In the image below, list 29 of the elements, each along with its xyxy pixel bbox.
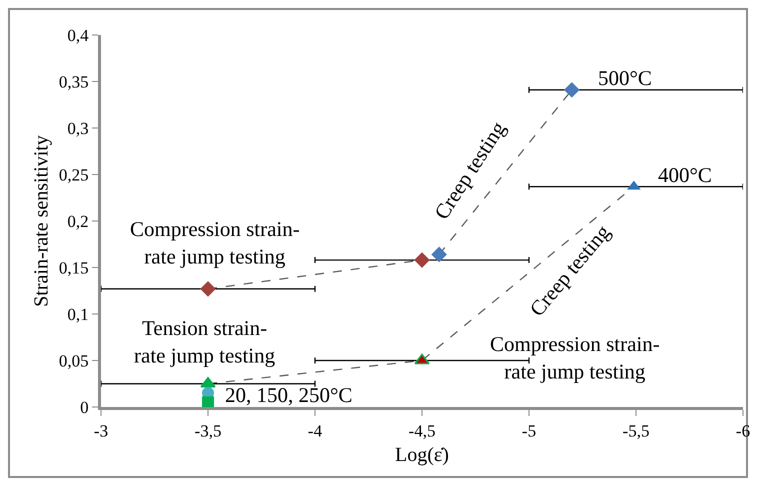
y-tick-label: 0,25 (58, 165, 89, 184)
x-tick-label: -6 (736, 421, 750, 440)
point (200, 281, 216, 297)
annotation: Tension strain- rate jump testing (134, 316, 276, 368)
annotation: 500°C (598, 66, 652, 90)
y-tick-label: 0,1 (67, 304, 89, 324)
y-tick-label: 0,3 (67, 118, 89, 138)
y-tick-label: 0,4 (67, 26, 90, 45)
point (431, 246, 447, 262)
y-tick-label: 0,15 (58, 258, 89, 278)
annotation: 400°C (658, 163, 712, 187)
y-axis-title: Strain-rate sensitivity (30, 135, 52, 307)
point (202, 396, 214, 407)
y-tick-label: 0,05 (58, 351, 89, 370)
point (564, 82, 580, 98)
point (414, 252, 430, 268)
x-axis-title: Log(ε̇) (395, 444, 449, 466)
x-tick-label: -5,5 (622, 421, 650, 440)
y-tick-label: 0,2 (67, 212, 89, 231)
x-tick-label: -4 (308, 421, 323, 440)
annotation: 20, 150, 250°C (225, 383, 352, 407)
y-tick-label: 0,35 (58, 72, 89, 92)
annotation: Compression strain- rate jump testing (490, 332, 660, 384)
x-tick-label: -3 (94, 421, 108, 440)
y-tick-label: 0 (80, 398, 89, 417)
x-tick-label: -4,5 (408, 421, 436, 440)
x-tick-label: -3,5 (194, 421, 222, 440)
x-tick-label: -5 (522, 421, 536, 440)
annotation: Compression strain- rate jump testing (130, 217, 300, 268)
